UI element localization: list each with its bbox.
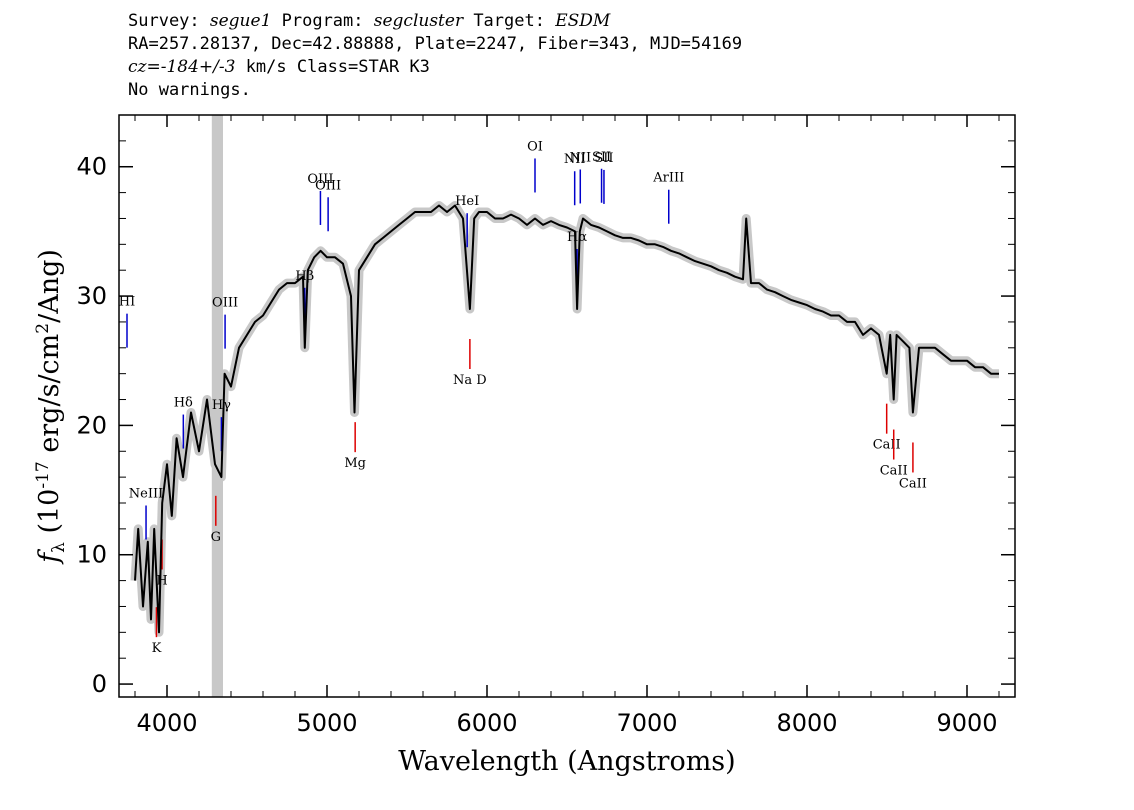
x-tick-label: 8000	[776, 709, 837, 737]
emission-line-label: Hα	[567, 230, 587, 245]
emission-line-label: NeIII	[129, 487, 163, 502]
absorption-line-label: CaII	[899, 476, 927, 491]
emission-line-label: HI	[119, 295, 135, 310]
axes-layer: 4000 5000 6000 7000 8000 9000 0 10 20 30 40	[76, 114, 1015, 737]
spectrum-header: Survey: segue1 Program: segcluster Targe…	[128, 10, 742, 102]
y-tick-label: 40	[76, 153, 107, 181]
error-layer	[130, 201, 999, 637]
masked-band-layer	[211, 115, 223, 697]
flux-layer	[134, 204, 999, 634]
absorption-line-label: CaII	[873, 438, 901, 453]
absorption-line-label: H	[156, 573, 167, 588]
header-line-survey: Survey: segue1 Program: segcluster Targe…	[128, 11, 611, 31]
plot-frame	[118, 114, 1016, 698]
absorption-line-label: Na D	[453, 373, 487, 388]
flux-error-band	[130, 201, 999, 637]
x-tick-label: 4000	[136, 709, 197, 737]
x-tick-label: 5000	[296, 709, 357, 737]
emission-line-label: HeI	[455, 194, 479, 209]
emission-line-label: Hγ	[212, 398, 231, 413]
emission-line-label: SII	[594, 151, 613, 166]
y-tick-label: 20	[76, 411, 107, 439]
emission-line-label: Hδ	[174, 396, 193, 411]
absorption-line-label: CaII	[880, 464, 908, 479]
header-line-warnings: No warnings.	[128, 80, 251, 100]
absorption-line-label: K	[152, 641, 162, 656]
header-line-coordinates: RA=257.28137, Dec=42.88888, Plate=2247, …	[128, 34, 743, 54]
header-line-redshift: cz=-184+/-3 km/s Class=STAR K3	[128, 57, 430, 77]
flux-series-line	[134, 204, 999, 634]
x-axis-title: Wavelength (Angstroms)	[398, 746, 735, 777]
y-tick-label: 10	[76, 541, 107, 569]
x-tick-label: 7000	[616, 709, 677, 737]
emission-line-label: OIII	[307, 172, 333, 187]
emission-line-label: NII	[564, 152, 586, 167]
absorption-line-label: Mg	[344, 456, 366, 471]
x-tick-label: 6000	[456, 709, 517, 737]
x-tick-label: 9000	[936, 709, 997, 737]
emission-line-label: OI	[527, 139, 543, 154]
emission-line-label: ArIII	[652, 171, 684, 186]
absorption-line-label: G	[211, 530, 221, 545]
masked-band	[211, 115, 223, 697]
y-tick-label: 30	[76, 282, 107, 310]
y-axis-title: fλ (10-17 erg/s/cm2/Ang)	[33, 249, 69, 565]
y-tick-label: 0	[92, 670, 107, 698]
emission-line-label: SII	[592, 150, 611, 165]
emission-line-label: OIII	[315, 178, 341, 193]
emission-line-label: OIII	[212, 296, 238, 311]
emission-line-label: NII	[569, 150, 591, 165]
